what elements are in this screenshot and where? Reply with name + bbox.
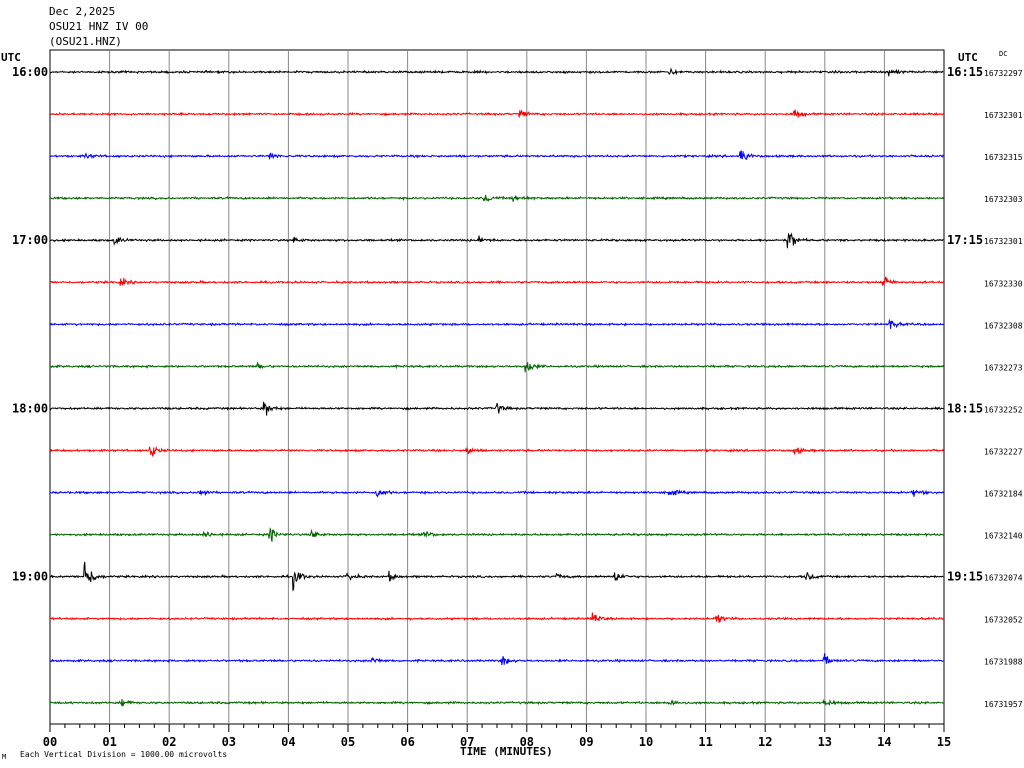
- dc-offset-label: 16732074: [984, 574, 1023, 583]
- seismogram-trace: [49, 276, 944, 286]
- dc-offset-label: 16732252: [984, 405, 1023, 414]
- x-tick-label: 14: [877, 735, 891, 749]
- dc-offset-label: 16732301: [984, 111, 1023, 120]
- row-time-label-left: 17:00: [12, 233, 48, 247]
- seismogram-trace: [49, 401, 944, 416]
- dc-offset-label: 16732303: [984, 195, 1023, 204]
- seismogram-trace: [49, 698, 944, 707]
- dc-offset-label: 16731988: [984, 658, 1023, 667]
- seismogram-trace: [49, 445, 944, 458]
- date-label: Dec 2,2025: [49, 5, 116, 18]
- row-time-label-left: 18:00: [12, 401, 48, 415]
- row-time-label-right: 17:15: [947, 233, 983, 247]
- dc-label: DC: [999, 50, 1008, 58]
- seismogram-trace: [49, 318, 944, 329]
- utc-right-label: UTC: [958, 51, 978, 64]
- x-tick-label: 04: [281, 735, 295, 749]
- x-tick-label: 15: [937, 735, 951, 749]
- seismogram-trace: [49, 362, 944, 373]
- x-tick-label: 08: [520, 735, 534, 749]
- dc-offset-label: 16732273: [984, 363, 1023, 372]
- plot-grid: [49, 49, 945, 732]
- dc-offset-label: 16732315: [984, 153, 1023, 162]
- x-tick-label: 11: [698, 735, 712, 749]
- x-tick-label: 02: [162, 735, 176, 749]
- x-tick-label: 00: [43, 735, 57, 749]
- row-time-label-right: 18:15: [947, 401, 983, 415]
- dc-offset-label: 16732227: [984, 447, 1023, 456]
- row-time-label-left: 16:00: [12, 65, 48, 79]
- seismogram-trace: [49, 489, 944, 498]
- x-tick-label: 10: [639, 735, 653, 749]
- seismogram-trace: [49, 108, 944, 118]
- x-tick-label: 09: [579, 735, 593, 749]
- plot-frame: [49, 49, 945, 725]
- dc-offset-label: 16731957: [984, 700, 1023, 709]
- x-tick-label: 05: [341, 735, 355, 749]
- row-time-label-left: 19:00: [12, 570, 48, 584]
- seismogram-trace: [49, 612, 944, 623]
- scale-footnote: Each Vertical Division = 1000.00 microvo…: [20, 750, 228, 759]
- x-tick-label: 03: [222, 735, 236, 749]
- x-tick-label: 01: [102, 735, 116, 749]
- dc-offset-label: 16732140: [984, 532, 1023, 541]
- dc-offset-label: 16732308: [984, 321, 1023, 330]
- seismogram-trace: [49, 561, 944, 592]
- seismogram-trace: [49, 527, 944, 542]
- dc-offset-label: 16732052: [984, 616, 1023, 625]
- station-code-label: (OSU21.HNZ): [49, 35, 122, 48]
- row-time-label-right: 16:15: [947, 65, 983, 79]
- dc-offset-label: 16732301: [984, 237, 1023, 246]
- seismogram-trace: [49, 232, 944, 249]
- dc-offset-label: 16732297: [984, 69, 1023, 78]
- dc-offset-label: 16732184: [984, 490, 1023, 499]
- trace-group: [49, 67, 944, 707]
- dc-offset-label: 16732330: [984, 279, 1023, 288]
- row-time-label-right: 19:15: [947, 570, 983, 584]
- seismogram-trace: [49, 194, 944, 202]
- x-tick-label: 12: [758, 735, 772, 749]
- x-tick-label: 13: [818, 735, 832, 749]
- seismogram-trace: [49, 150, 944, 160]
- seismogram-trace: [49, 653, 944, 665]
- label-group: 00 01 02 03 04 05 06 07 08 09 10 11 12 13 14 15 16:00 16:…: [12, 65, 1023, 749]
- station-label: OSU21 HNZ IV 00: [49, 20, 149, 33]
- x-axis-title: TIME (MINUTES): [460, 745, 553, 758]
- x-tick-label: 07: [460, 735, 474, 749]
- x-tick-label: 06: [400, 735, 414, 749]
- utc-left-label: UTC: [1, 51, 21, 64]
- footnote-mark: M: [2, 753, 7, 761]
- seismogram-trace: [49, 67, 944, 77]
